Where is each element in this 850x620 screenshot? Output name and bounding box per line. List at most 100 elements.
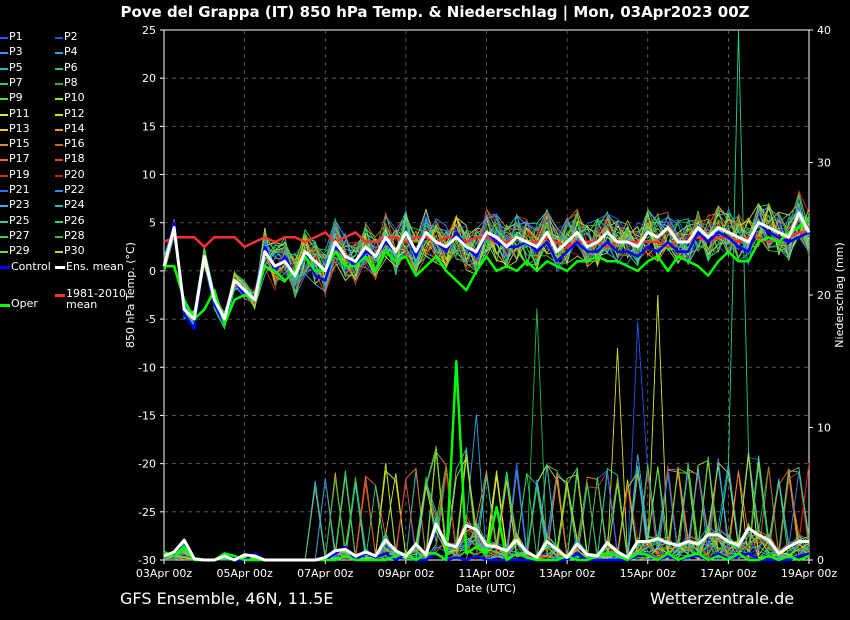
y-tick-label: -20 xyxy=(138,458,156,471)
legend-item: P20 xyxy=(55,169,85,183)
legend-swatch xyxy=(55,113,63,116)
member-precip-line xyxy=(163,308,810,561)
legend-swatch xyxy=(55,82,63,85)
legend-swatch xyxy=(0,37,8,39)
legend-label: P8 xyxy=(64,75,78,89)
legend-label: P18 xyxy=(64,152,85,166)
x-tick-label: 05Apr 00z xyxy=(216,567,273,580)
legend-swatch xyxy=(0,190,8,192)
y2-tick-label: 40 xyxy=(817,24,831,37)
legend-label: P14 xyxy=(64,121,85,135)
legend-item: P17 xyxy=(0,153,30,167)
legend-swatch xyxy=(55,235,63,238)
legend-item: P8 xyxy=(55,77,78,91)
legend-label: P6 xyxy=(64,60,78,74)
legend-item: P13 xyxy=(0,123,30,137)
legend-swatch xyxy=(55,190,63,192)
legend-swatch xyxy=(0,67,8,70)
legend-label: P22 xyxy=(64,183,85,196)
y-tick-label: 0 xyxy=(149,265,156,278)
legend-label: P19 xyxy=(9,167,30,181)
legend-label: P10 xyxy=(64,91,85,105)
legend-swatch xyxy=(0,303,10,307)
legend-item: P24 xyxy=(55,199,85,213)
x-tick-label: 19Apr 00z xyxy=(781,567,838,580)
legend-label: P26 xyxy=(64,213,85,227)
y-tick-label: -30 xyxy=(138,554,156,567)
legend-item: P6 xyxy=(55,62,78,76)
legend-item: P3 xyxy=(0,46,23,60)
y-tick-label: -15 xyxy=(138,409,156,422)
legend-swatch xyxy=(0,113,8,116)
legend-swatch xyxy=(0,251,8,254)
legend-label: P27 xyxy=(9,228,30,242)
legend-label: P16 xyxy=(64,137,85,151)
legend-label: P4 xyxy=(64,45,78,59)
y-tick-label: -5 xyxy=(145,313,156,326)
legend-item: P4 xyxy=(55,46,78,60)
legend-label: P11 xyxy=(9,106,30,120)
legend-item: P18 xyxy=(55,153,85,167)
legend-label: Ens. mean xyxy=(66,259,124,273)
legend-item: P14 xyxy=(55,123,85,137)
legend-item: P10 xyxy=(55,92,85,106)
series-ens-mean-precipitation xyxy=(163,522,809,562)
x-tick-label: 13Apr 00z xyxy=(539,567,596,580)
legend-label: P30 xyxy=(64,244,85,258)
legend-label: P9 xyxy=(9,91,23,105)
legend-label: P2 xyxy=(64,30,78,43)
x-tick-label: 03Apr 00z xyxy=(136,567,193,580)
legend-label: P20 xyxy=(64,167,85,181)
legend-item: Ens. mean xyxy=(55,261,124,275)
legend-swatch xyxy=(0,174,8,177)
legend-item: P25 xyxy=(0,215,30,229)
legend-item: P29 xyxy=(0,245,30,259)
series-1981-2010-mean-temperature xyxy=(163,231,809,249)
legend-label: P23 xyxy=(9,198,30,212)
legend-label: P25 xyxy=(9,213,30,227)
legend-item: P26 xyxy=(55,215,85,229)
y-axis-label: 850 hPa Temp. (°C) xyxy=(124,242,137,348)
legend-label: P29 xyxy=(9,244,30,258)
legend-item: P5 xyxy=(0,62,23,76)
y-tick-label: 25 xyxy=(142,24,156,37)
footer-model-info: GFS Ensemble, 46N, 11.5E xyxy=(120,589,334,608)
legend-swatch xyxy=(55,98,63,101)
legend-item: P22 xyxy=(55,184,85,198)
legend-label: Control xyxy=(11,259,51,273)
y2-tick-label: 0 xyxy=(817,554,824,567)
legend-label: 1981-2010 mean xyxy=(66,287,126,311)
legend-swatch xyxy=(0,98,8,101)
legend-swatch xyxy=(0,144,8,147)
legend-item: P21 xyxy=(0,184,30,198)
legend-swatch xyxy=(0,82,8,85)
legend-item: P15 xyxy=(0,138,30,152)
legend-item: P23 xyxy=(0,199,30,213)
legend-swatch xyxy=(0,235,8,238)
legend-swatch xyxy=(0,128,8,131)
y-tick-label: 15 xyxy=(142,120,156,133)
y-tick-label: 5 xyxy=(149,217,156,230)
legend-item: P12 xyxy=(55,108,85,122)
legend-label: P21 xyxy=(9,183,30,196)
x-axis-label: Date (UTC) xyxy=(456,582,516,595)
legend-swatch xyxy=(55,52,63,55)
legend-swatch xyxy=(0,159,8,162)
y2-axis-label: Niederschlag (mm) xyxy=(833,242,846,347)
legend-label: P12 xyxy=(64,106,85,120)
legend: P1 P2 P3 P4 P5 P6 P7 P8 P9 P10 P11 P12 P13 P14 P15 P16 P… xyxy=(0,31,135,321)
legend-item: P19 xyxy=(0,169,30,183)
chart-title: Pove del Grappa (IT) 850 hPa Temp. & Nie… xyxy=(120,3,749,22)
legend-item: 1981-2010 mean xyxy=(55,288,126,310)
legend-label: P24 xyxy=(64,198,85,212)
legend-swatch xyxy=(0,266,10,269)
legend-item: P27 xyxy=(0,230,30,244)
x-tick-label: 09Apr 00z xyxy=(378,567,435,580)
axes: 25 20 15 10 5 0 -5 -10 -15 -20 -25 -30 40 30 20 10 0 03Ap… xyxy=(136,24,838,580)
x-tick-label: 07Apr 00z xyxy=(297,567,354,580)
grid xyxy=(164,30,809,560)
x-tick-label: 15Apr 00z xyxy=(620,567,677,580)
legend-item: P30 xyxy=(55,245,85,259)
legend-label: P1 xyxy=(9,30,23,43)
